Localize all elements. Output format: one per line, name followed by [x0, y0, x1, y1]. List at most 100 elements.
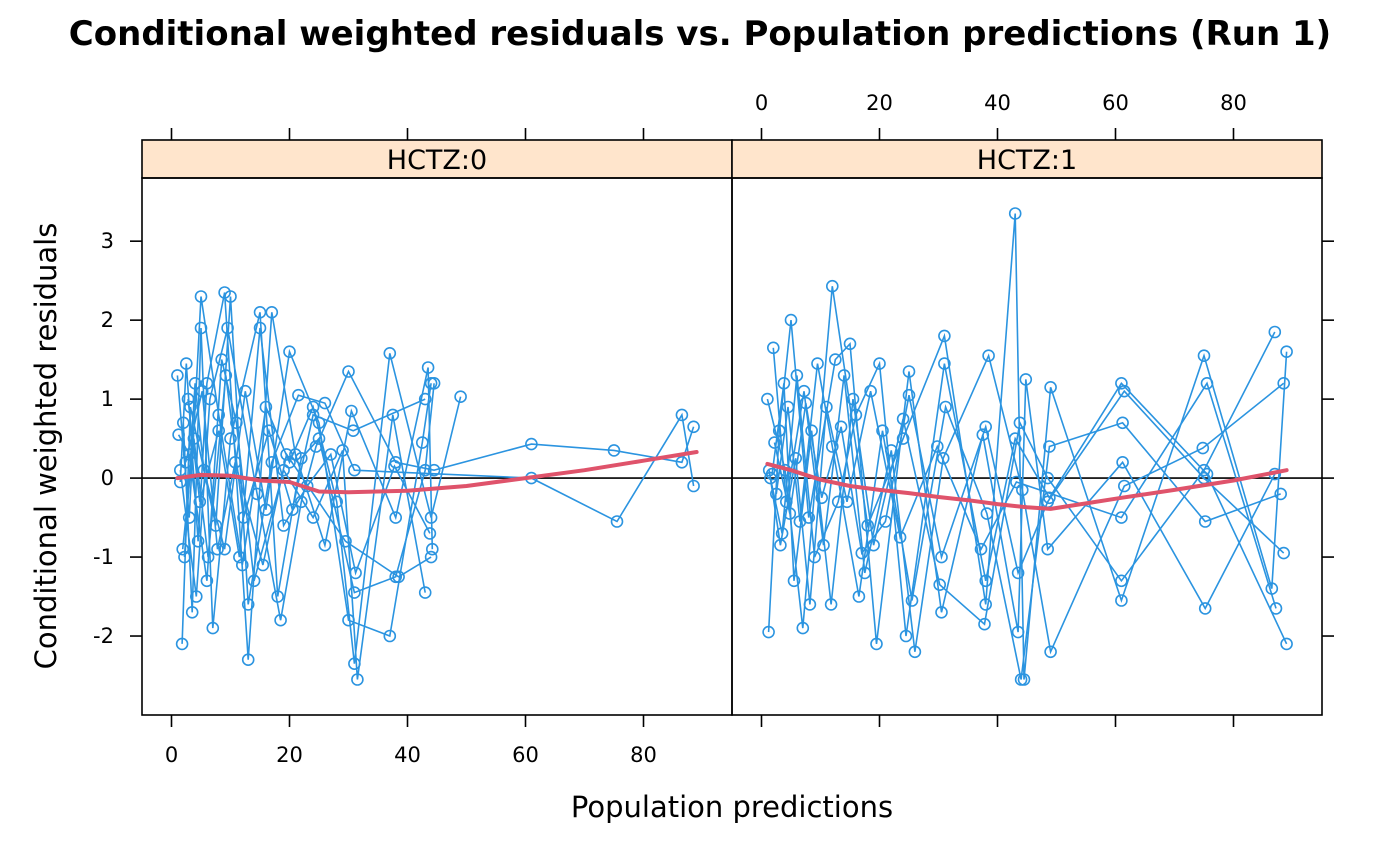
- data-point: [421, 361, 435, 374]
- data-point: [312, 432, 326, 445]
- y-axis: -2 -1 0 1 2 3: [93, 229, 1334, 648]
- data-point: [349, 566, 362, 580]
- data-point: [831, 495, 845, 509]
- data-point: [768, 436, 781, 449]
- smooth-line: [765, 461, 1289, 511]
- data-point: [203, 392, 217, 406]
- data-point: [896, 432, 910, 445]
- data-point: [211, 542, 224, 556]
- panel-strip: [141, 139, 733, 179]
- y-tick-label: 3: [101, 229, 114, 253]
- panels-group: HCTZ:0 0 20 40 60 80 HCTZ:1 0 20 40 60 80 -2 -1 0 1 2 3: [93, 91, 1334, 767]
- data-point: [191, 534, 205, 548]
- data-point: [825, 440, 839, 453]
- data-point: [177, 416, 190, 430]
- data-point: [1269, 602, 1283, 615]
- data-point: [306, 408, 320, 422]
- series-line: [183, 348, 432, 638]
- data-point: [280, 448, 293, 461]
- data-point: [346, 424, 360, 438]
- x-tick-label-top: 60: [1102, 91, 1129, 115]
- data-point: [902, 365, 916, 378]
- data-point: [1277, 546, 1290, 560]
- data-point: [392, 570, 405, 584]
- x-tick-label: 80: [630, 743, 657, 767]
- data-point: [1044, 645, 1057, 659]
- data-point: [228, 455, 242, 469]
- data-point: [1013, 416, 1027, 430]
- data-point: [858, 566, 872, 580]
- data-point: [979, 420, 993, 434]
- series-line: [768, 381, 1277, 609]
- data-point: [1014, 673, 1028, 686]
- data-point: [765, 467, 779, 481]
- data-point: [793, 515, 807, 528]
- data-point: [342, 365, 355, 378]
- data-point: [250, 487, 264, 501]
- panel-strip-label: HCTZ:1: [977, 145, 1077, 176]
- series-line: [773, 389, 1285, 576]
- data-point: [241, 653, 255, 667]
- data-point: [1197, 349, 1211, 363]
- series-line: [775, 363, 1281, 680]
- data-point: [1115, 594, 1128, 607]
- x-tick-label-top: 20: [866, 91, 893, 115]
- data-point: [1041, 471, 1054, 485]
- data-point: [224, 290, 237, 303]
- series-line: [184, 391, 432, 578]
- data-point: [423, 527, 437, 540]
- data-point: [1200, 376, 1214, 390]
- panel-frame: [731, 177, 1323, 716]
- x-tick-label: 40: [394, 743, 421, 767]
- data-point: [306, 400, 320, 414]
- data-point: [1044, 380, 1057, 394]
- data-point: [846, 392, 860, 406]
- data-point: [980, 507, 994, 520]
- data-point: [1115, 574, 1128, 588]
- data-point: [1019, 373, 1033, 386]
- data-point: [383, 629, 397, 643]
- panel-strip: [731, 139, 1323, 179]
- data-point: [389, 511, 403, 524]
- data-point: [221, 321, 234, 335]
- y-tick-label: 2: [101, 308, 114, 332]
- data-point: [876, 424, 889, 438]
- data-point: [418, 392, 432, 406]
- data-point: [936, 451, 950, 465]
- data-point: [790, 369, 804, 382]
- y-tick-label: -1: [93, 545, 114, 569]
- data-point: [184, 400, 197, 414]
- data-point: [982, 349, 995, 363]
- data-point: [265, 455, 279, 469]
- data-point: [1115, 511, 1128, 524]
- data-point: [348, 586, 361, 599]
- data-point: [1041, 542, 1054, 556]
- data-point: [181, 392, 195, 406]
- data-point: [175, 637, 189, 651]
- data-point: [855, 546, 869, 560]
- data-point: [179, 455, 192, 469]
- data-point: [979, 574, 993, 588]
- data-point: [195, 384, 209, 398]
- data-point: [687, 420, 700, 434]
- data-point: [774, 538, 787, 552]
- data-point: [306, 511, 320, 524]
- series-line: [181, 375, 426, 558]
- x-tick-label: 0: [165, 743, 178, 767]
- data-point: [935, 550, 948, 564]
- data-point: [383, 346, 397, 360]
- data-point: [811, 357, 824, 370]
- data-point: [787, 574, 801, 588]
- y-axis-label: Conditional weighted residuals: [29, 223, 63, 670]
- data-point: [837, 369, 851, 382]
- data-point: [908, 645, 922, 659]
- x-tick-label-top: 80: [1220, 91, 1247, 115]
- data-point: [294, 451, 308, 465]
- data-point: [1118, 384, 1131, 398]
- y-tick-label: 1: [101, 387, 114, 411]
- data-point: [820, 400, 833, 414]
- panel-1: HCTZ:0 0 20 40 60 80: [141, 128, 733, 767]
- data-point: [1118, 479, 1131, 493]
- data-point: [803, 598, 817, 611]
